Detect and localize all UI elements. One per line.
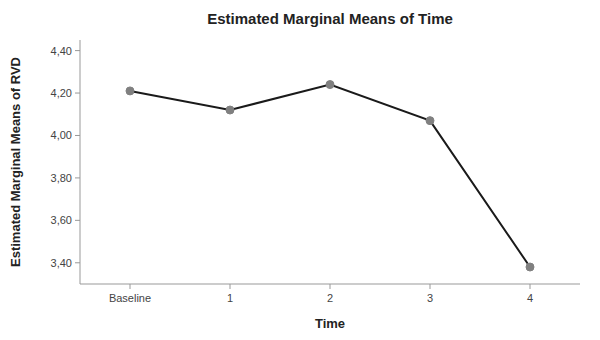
x-tick [430,284,431,289]
y-tick [75,93,80,94]
plot-area [126,81,534,271]
y-tick [75,50,80,51]
y-tick-label: 3,80 [51,172,72,184]
x-tick [230,284,231,289]
x-tick-label: 4 [527,292,533,304]
y-tick [75,177,80,178]
marker [126,87,134,95]
y-tick [75,220,80,221]
x-tick [330,284,331,289]
y-tick [75,135,80,136]
x-tick-label: 3 [427,292,433,304]
x-tick [130,284,131,289]
y-tick-label: 4,40 [51,45,72,57]
x-axis-label: Time [315,316,345,331]
y-tick-label: 3,60 [51,214,72,226]
y-tick-label: 3,40 [51,257,72,269]
x-tick-label: Baseline [109,292,151,304]
y-tick-label: 4,20 [51,87,72,99]
title: Estimated Marginal Means of Time [207,10,453,27]
x-tick [530,284,531,289]
y-tick-label: 4,00 [51,129,72,141]
marker [326,81,334,89]
y-tick [75,262,80,263]
marker [526,263,534,271]
chart-container: 3,40 3,60 3,80 4,00 4,20 4,40 Baseline 1 2 3 4 Esti… [0,0,600,340]
line [130,85,530,267]
y-axis-label: Estimated Marginal Means of RVD [8,57,23,267]
marker [226,106,234,114]
y-axis-line [80,40,81,284]
x-tick-label: 2 [327,292,333,304]
chart: 3,40 3,60 3,80 4,00 4,20 4,40 Baseline 1 2 3 4 Esti… [0,0,600,340]
x-tick-label: 1 [227,292,233,304]
marker [426,117,434,125]
